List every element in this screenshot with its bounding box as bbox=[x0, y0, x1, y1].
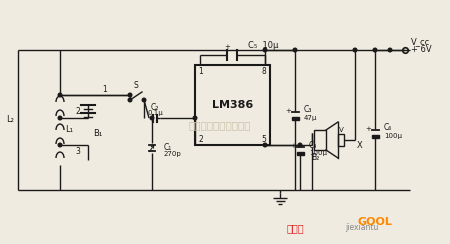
Text: +: + bbox=[291, 143, 297, 149]
Bar bbox=[292, 116, 298, 120]
Circle shape bbox=[293, 48, 297, 52]
Text: L₁: L₁ bbox=[65, 125, 73, 134]
Text: +: + bbox=[286, 108, 292, 114]
Text: LM386: LM386 bbox=[212, 100, 253, 110]
Text: X: X bbox=[357, 141, 363, 150]
Text: V_cc: V_cc bbox=[411, 38, 430, 47]
Circle shape bbox=[58, 116, 62, 120]
Circle shape bbox=[353, 48, 357, 52]
Circle shape bbox=[298, 143, 302, 147]
Text: +: + bbox=[365, 126, 371, 132]
Text: 2: 2 bbox=[76, 108, 81, 116]
Text: L₂: L₂ bbox=[6, 115, 14, 124]
Text: C₆: C₆ bbox=[384, 123, 392, 132]
Text: C₁: C₁ bbox=[164, 143, 172, 152]
Text: 5: 5 bbox=[261, 134, 266, 143]
Circle shape bbox=[388, 48, 392, 52]
Text: C₅  10μ: C₅ 10μ bbox=[248, 41, 279, 51]
Text: GOOL: GOOL bbox=[358, 217, 393, 227]
Text: C₃: C₃ bbox=[304, 105, 312, 114]
Circle shape bbox=[128, 98, 132, 102]
Text: 8: 8 bbox=[261, 68, 266, 77]
Text: S: S bbox=[134, 81, 139, 91]
Bar bbox=[297, 152, 303, 154]
Text: jiexiantu: jiexiantu bbox=[345, 224, 378, 233]
Text: 0.1μ: 0.1μ bbox=[147, 110, 163, 116]
Circle shape bbox=[263, 48, 267, 52]
Bar bbox=[195, 65, 270, 145]
Text: B₁: B₁ bbox=[94, 129, 103, 138]
Text: + 6V: + 6V bbox=[411, 44, 432, 53]
Circle shape bbox=[373, 48, 377, 52]
Circle shape bbox=[263, 143, 267, 147]
Text: C₂: C₂ bbox=[151, 102, 159, 112]
Circle shape bbox=[142, 98, 146, 102]
Text: 47μ: 47μ bbox=[304, 115, 317, 121]
Bar bbox=[338, 134, 344, 146]
Text: 杭州象寨科技有限公司: 杭州象寨科技有限公司 bbox=[189, 120, 251, 130]
Circle shape bbox=[193, 116, 197, 120]
Text: 3: 3 bbox=[76, 146, 81, 155]
Text: 1: 1 bbox=[198, 68, 203, 77]
Text: V: V bbox=[338, 127, 343, 133]
Text: 100μ: 100μ bbox=[309, 150, 327, 156]
Text: 2: 2 bbox=[198, 134, 203, 143]
Text: B₂: B₂ bbox=[311, 153, 319, 163]
Text: +: + bbox=[224, 44, 230, 50]
Bar bbox=[314, 130, 326, 150]
Circle shape bbox=[128, 93, 132, 97]
Circle shape bbox=[150, 116, 154, 120]
Circle shape bbox=[58, 93, 62, 97]
Text: 270p: 270p bbox=[164, 151, 182, 157]
Text: C₄: C₄ bbox=[309, 141, 317, 150]
Circle shape bbox=[58, 143, 62, 147]
Text: 100μ: 100μ bbox=[384, 133, 402, 139]
Text: 接线图: 接线图 bbox=[286, 223, 304, 233]
Text: 1: 1 bbox=[103, 84, 108, 93]
Bar bbox=[372, 134, 378, 138]
